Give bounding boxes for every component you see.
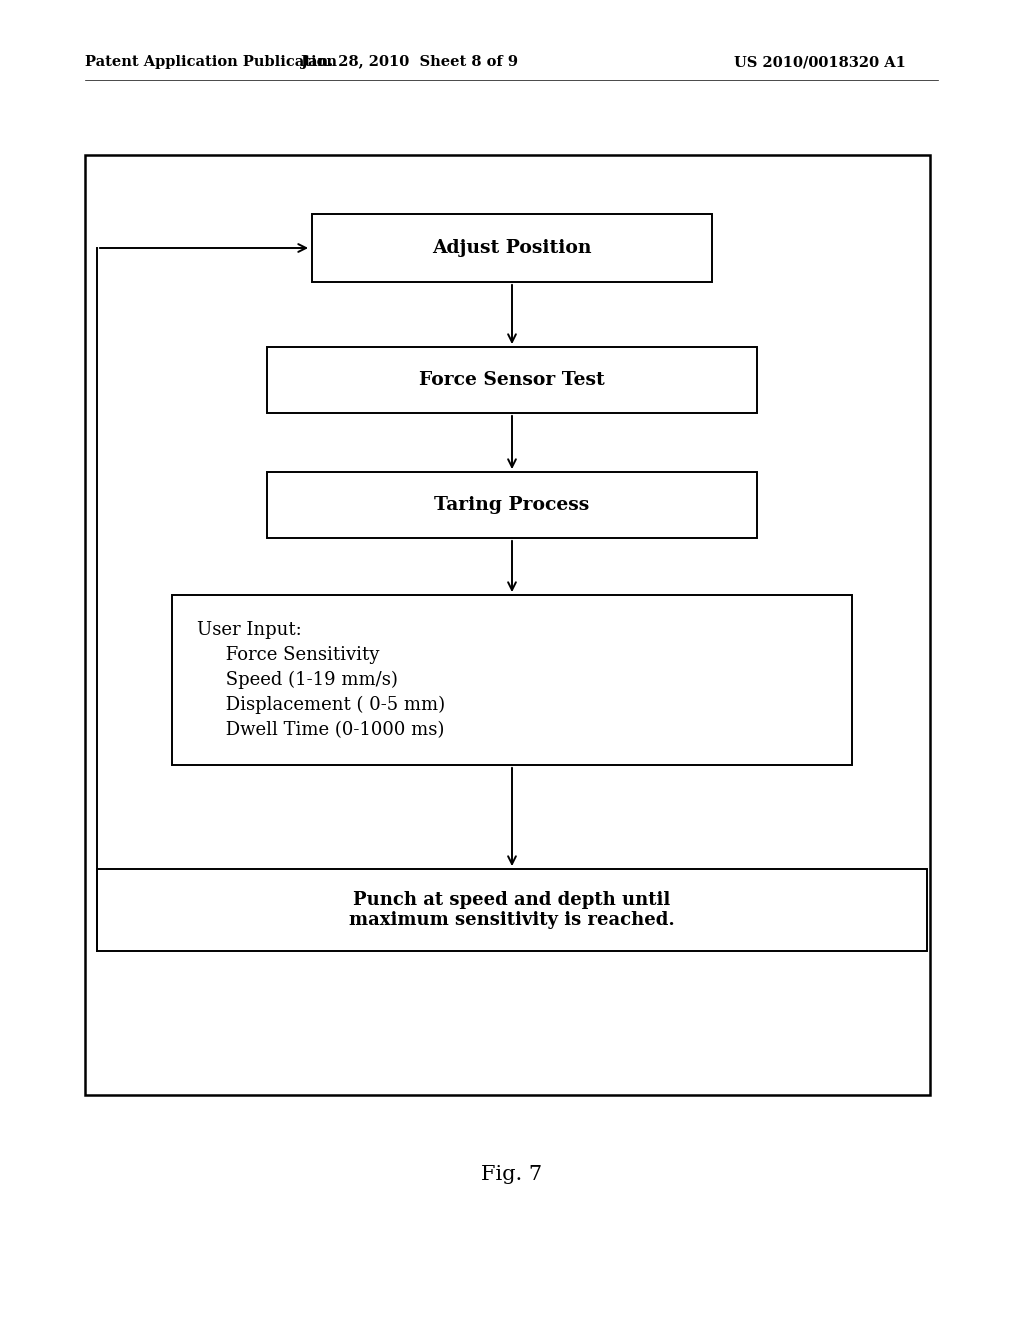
Bar (267, 473, 757, 539)
Bar (97, 869, 927, 950)
Bar (85, 154, 930, 1096)
Text: Fig. 7: Fig. 7 (481, 1166, 543, 1184)
Text: Adjust Position: Adjust Position (432, 239, 592, 257)
Bar (267, 347, 757, 413)
Text: Jan. 28, 2010  Sheet 8 of 9: Jan. 28, 2010 Sheet 8 of 9 (301, 55, 518, 69)
Text: User Input:
     Force Sensitivity
     Speed (1-19 mm/s)
     Displacement ( 0-: User Input: Force Sensitivity Speed (1-1… (197, 620, 445, 739)
Bar (312, 214, 712, 282)
Text: Patent Application Publication: Patent Application Publication (85, 55, 337, 69)
Text: Punch at speed and depth until
maximum sensitivity is reached.: Punch at speed and depth until maximum s… (349, 891, 675, 929)
Text: US 2010/0018320 A1: US 2010/0018320 A1 (734, 55, 906, 69)
Bar (172, 595, 852, 766)
Text: Force Sensor Test: Force Sensor Test (419, 371, 605, 389)
Text: Taring Process: Taring Process (434, 496, 590, 513)
